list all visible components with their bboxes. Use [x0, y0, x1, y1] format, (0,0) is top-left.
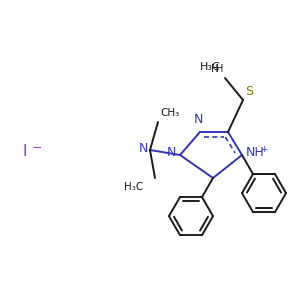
Text: N: N	[139, 142, 148, 154]
Text: CH₃: CH₃	[160, 108, 179, 118]
Text: H₃C: H₃C	[200, 62, 221, 72]
Text: H: H	[216, 64, 223, 74]
Text: N: N	[193, 113, 203, 126]
Text: H: H	[211, 64, 218, 74]
Text: −: −	[32, 142, 43, 154]
Text: N: N	[167, 146, 176, 160]
Text: H₃C: H₃C	[124, 182, 143, 192]
Text: S: S	[245, 85, 253, 98]
Text: +: +	[260, 146, 268, 154]
Text: I: I	[22, 145, 26, 160]
Text: NH: NH	[246, 146, 265, 160]
